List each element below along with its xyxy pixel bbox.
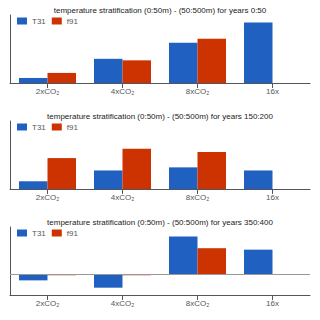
- svg-text:4xCO₂: 4xCO₂: [111, 193, 135, 202]
- svg-text:T31: T31: [32, 17, 46, 26]
- svg-text:8xCO₂: 8xCO₂: [186, 87, 210, 96]
- svg-text:f91: f91: [67, 229, 79, 238]
- svg-text:16x: 16x: [266, 193, 279, 202]
- svg-text:T31: T31: [32, 123, 46, 132]
- svg-text:8xCO₂: 8xCO₂: [186, 193, 210, 202]
- svg-text:8xCO₂: 8xCO₂: [186, 299, 210, 308]
- svg-text:2xCO₂: 2xCO₂: [36, 87, 60, 96]
- svg-text:f91: f91: [67, 17, 79, 26]
- svg-text:2xCO₂: 2xCO₂: [36, 193, 60, 202]
- svg-text:f91: f91: [67, 123, 79, 132]
- svg-text:4xCO₂: 4xCO₂: [111, 87, 135, 96]
- svg-text:16x: 16x: [266, 87, 279, 96]
- svg-text:T31: T31: [32, 229, 46, 238]
- svg-text:4xCO₂: 4xCO₂: [111, 299, 135, 308]
- svg-text:16x: 16x: [266, 299, 279, 308]
- svg-text:temperature stratification (0:: temperature stratification (0:50m) - (50…: [47, 218, 273, 227]
- svg-text:2xCO₂: 2xCO₂: [36, 299, 60, 308]
- svg-text:temperature stratification (0:: temperature stratification (0:50m) - (50…: [47, 112, 273, 121]
- svg-text:temperature stratification (0:: temperature stratification (0:50m) - (50…: [54, 6, 267, 15]
